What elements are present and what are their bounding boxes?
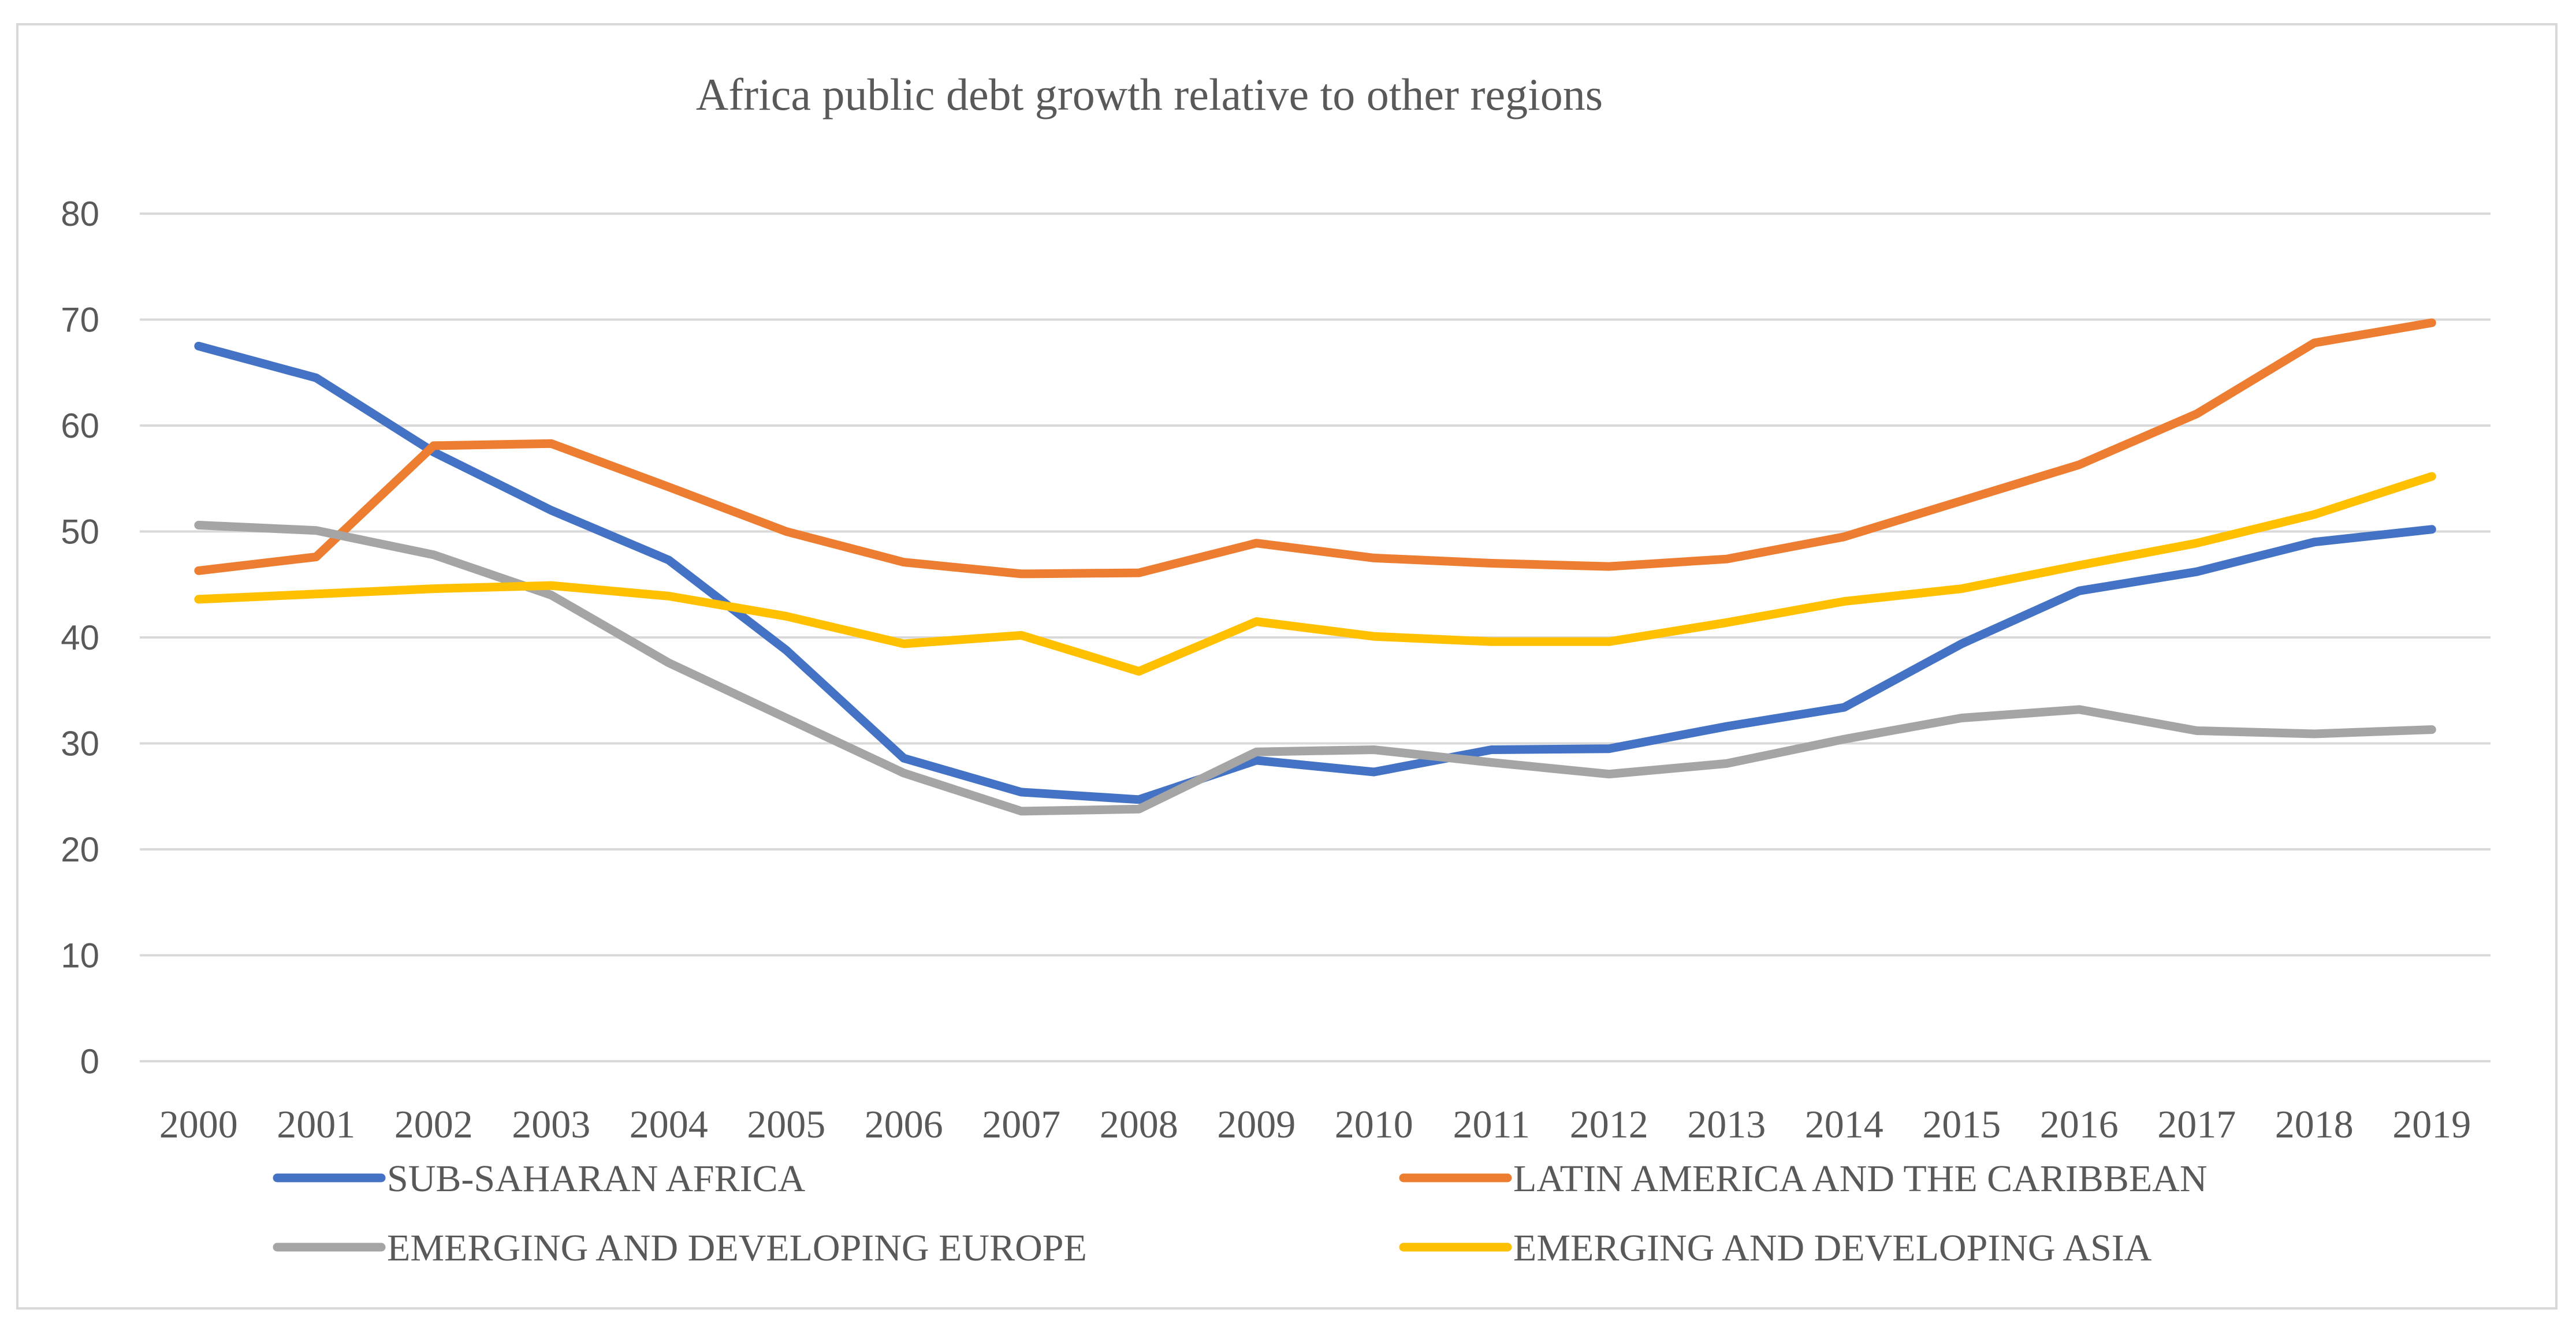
x-tick-label: 2017 [2157,1102,2236,1146]
legend: SUB-SAHARAN AFRICA LATIN AMERICA AND THE … [273,1158,2208,1269]
y-tick-label: 0 [80,1042,99,1081]
x-tick-label: 2002 [394,1102,473,1146]
x-tick-label: 2008 [1100,1102,1178,1146]
x-tick-label: 2006 [865,1102,943,1146]
series-line-sub-saharan-africa [194,341,2436,804]
y-tick-label: 70 [61,301,99,340]
series-lines [194,318,2436,816]
chart-frame [16,23,2558,1310]
x-tick-label: 2015 [1922,1102,2001,1146]
legend-label-emerging-and-developing-europe: EMERGING AND DEVELOPING EUROPE [387,1227,1087,1269]
y-tick-label: 20 [61,830,99,869]
y-tick-label: 10 [61,937,99,975]
x-tick-label: 2007 [982,1102,1060,1146]
legend-label-sub-saharan-africa: SUB-SAHARAN AFRICA [387,1158,806,1200]
x-tick-label: 2005 [747,1102,825,1146]
series-line-emerging-and-developing-europe [194,521,2436,816]
x-tick-label: 2001 [277,1102,355,1146]
legend-label-latin-america-and-the-caribbean: LATIN AMERICA AND THE CARIBBEAN [1513,1158,2208,1200]
grid-lines [140,212,2491,1062]
x-tick-label: 2012 [1570,1102,1648,1146]
series-line-emerging-and-developing-asia [194,472,2436,676]
y-tick-label: 50 [61,513,99,551]
x-tick-label: 2003 [512,1102,590,1146]
x-tick-label: 2004 [630,1102,708,1146]
x-tick-label: 2011 [1453,1102,1530,1146]
x-tick-label: 2018 [2275,1102,2354,1146]
x-tick-label: 2019 [2392,1102,2471,1146]
y-tick-label: 80 [61,195,99,233]
x-tick-label: 2014 [1805,1102,1883,1146]
y-axis-tick-labels: 0 10 20 30 40 50 60 70 80 [61,195,99,1081]
x-tick-label: 2016 [2040,1102,2119,1146]
y-tick-label: 60 [61,406,99,445]
y-tick-label: 30 [61,725,99,763]
x-tick-label: 2010 [1335,1102,1413,1146]
series-line-latin-america-and-the-caribbean [194,318,2436,579]
x-tick-label: 2009 [1217,1102,1296,1146]
x-axis-tick-labels: 2000 2001 2002 2003 2004 2005 2006 2007 2008 2009… [159,1102,2471,1146]
x-tick-label: 2000 [159,1102,238,1146]
x-tick-label: 2013 [1687,1102,1766,1146]
y-tick-label: 40 [61,618,99,657]
legend-label-emerging-and-developing-asia: EMERGING AND DEVELOPING ASIA [1513,1227,2152,1269]
chart-title: Africa public debt growth relative to ot… [696,69,1603,120]
